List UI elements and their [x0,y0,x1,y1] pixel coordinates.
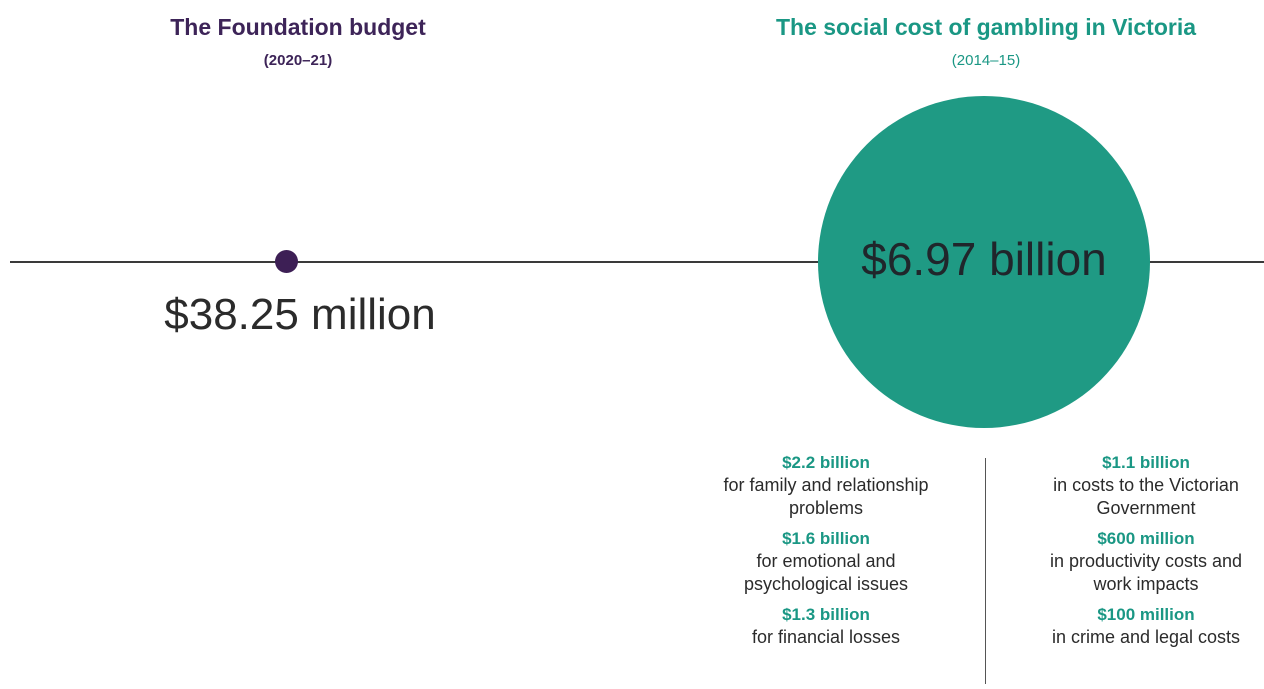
social-cost-value: $6.97 billion [861,233,1107,285]
social-cost-title: The social cost of gambling in Victoria [775,14,1197,40]
breakdown-item: $600 million in productivity costs and wo… [996,528,1264,596]
breakdown-item: $2.2 billion for family and relationship… [676,452,976,520]
foundation-budget-title: The Foundation budget [170,14,426,40]
breakdown-amount: $1.1 billion [1102,453,1190,472]
foundation-budget-dot [275,250,298,273]
breakdown-amount: $2.2 billion [782,453,870,472]
breakdown-item: $1.6 billion for emotional and psychologi… [676,528,976,596]
breakdown-description: for financial losses [751,627,901,647]
breakdown-description: for emotional and psychological issues [743,551,909,594]
breakdown-description: in crime and legal costs [1051,627,1241,647]
breakdown-amount: $1.3 billion [782,605,870,624]
breakdown-description: in costs to the Victorian Government [1053,475,1239,518]
social-cost-year: (2014–15) [951,52,1021,69]
breakdown-item: $1.3 billion for financial losses [676,604,976,649]
breakdown-right-column: $1.1 billion in costs to the Victorian Go… [996,452,1264,657]
breakdown-amount: $100 million [1097,605,1195,624]
breakdown-description: in productivity costs and work impacts [1049,551,1243,594]
comparison-axis-line [10,261,1264,263]
breakdown-item: $1.1 billion in costs to the Victorian Go… [996,452,1264,520]
breakdown-item: $100 million in crime and legal costs [996,604,1264,649]
breakdown-amount: $1.6 billion [782,529,870,548]
breakdown-divider [985,458,986,684]
breakdown-amount: $600 million [1097,529,1195,548]
social-cost-circle: $6.97 billion [818,96,1150,428]
foundation-budget-value: $38.25 million [164,290,436,339]
breakdown-left-column: $2.2 billion for family and relationship… [676,452,976,657]
breakdown-description: for family and relationship problems [723,475,929,518]
foundation-budget-year: (2020–21) [263,52,333,69]
